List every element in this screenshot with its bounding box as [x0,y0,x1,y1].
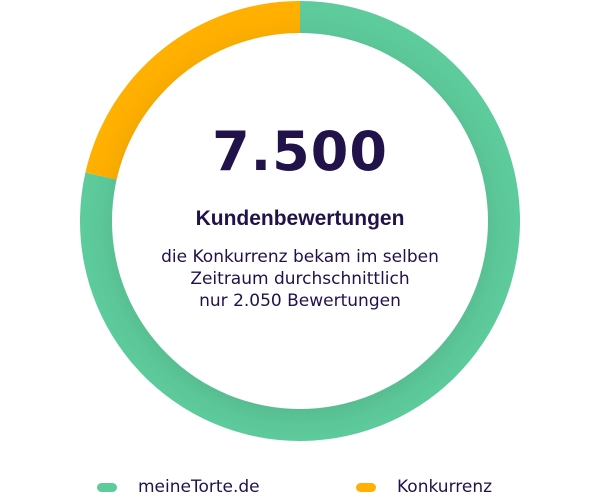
comparison-line-3: nur 2.050 Bewertungen [199,291,401,311]
legend-swatch-green [97,482,117,492]
legend-item-meinetorte: meineTorte.de [97,474,260,500]
legend-label: meineTorte.de [138,477,260,497]
comparison-line-1: die Konkurrenz bekam im selben [161,247,439,267]
donut-chart [79,1,521,441]
comparison-line-2: Zeitraum durchschnittlich [190,269,410,289]
legend-item-konkurrenz: Konkurrenz [356,474,492,500]
donut-hole [112,33,488,409]
legend-label: Konkurrenz [397,477,493,497]
legend-swatch-yellow [356,482,376,492]
review-count: 7.500 [212,120,388,183]
center-text: 7.500 Kundenbewertungen die Konkurrenz b… [150,120,450,312]
legend: meineTorte.de Konkurrenz [0,474,600,500]
comparison-text: die Konkurrenz bekam im selben Zeitraum … [150,246,450,312]
review-label: Kundenbewertungen [195,207,405,230]
